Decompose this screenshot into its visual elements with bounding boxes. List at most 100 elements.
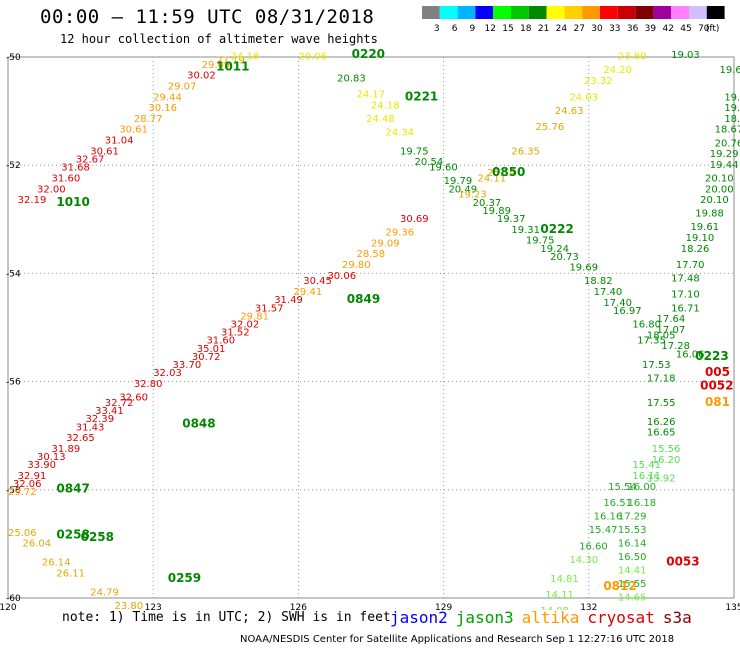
pass-time-label: 0259 [168, 571, 201, 585]
pass-time-label: 0849 [347, 292, 380, 306]
swh-value: 26.11 [56, 568, 85, 579]
swh-value: 15.92 [647, 474, 676, 485]
swh-value: 32.80 [134, 379, 163, 390]
swh-value: 24.11 [477, 173, 506, 184]
swh-value: 16.14 [618, 539, 647, 550]
swh-value: 19.79 [444, 176, 473, 187]
swh-value: 19.66 [719, 65, 740, 76]
altimeter-scatter-plot: 120 123 126 129 132 135 -50 -52 -54 -56 -58 -60 32.1… [0, 47, 740, 610]
pass-time-label: 0220 [352, 47, 385, 61]
swh-value: 33.70 [173, 360, 202, 371]
swh-value: 16.00 [628, 482, 657, 493]
pass-time-label: 0850 [492, 165, 525, 179]
colorbar-swatch [671, 6, 689, 19]
swh-value: 32.00 [37, 184, 66, 195]
colorbar-tick-label: 24 [556, 24, 568, 34]
swh-value: 19.69 [569, 263, 598, 274]
y-tick-label: -50 [6, 53, 21, 63]
swh-value: 31.60 [206, 336, 235, 347]
swh-value: 29.36 [386, 228, 415, 239]
swh-value: 32.19 [18, 195, 47, 206]
swh-value: 19.75 [400, 146, 429, 157]
swh-value: 15.41 [632, 460, 661, 471]
colorbar-swatch [689, 6, 707, 19]
colorbar-swatch [439, 6, 458, 19]
colorbar-tick-label: 12 [484, 24, 495, 34]
pass-time-label: 0053 [666, 555, 699, 569]
satellite-legend-jason2: jason2 [390, 608, 448, 627]
swh-value: 31.89 [52, 444, 81, 455]
swh-value: 17.18 [647, 374, 676, 385]
swh-value: 30.61 [119, 125, 148, 136]
pass-time-label: 0222 [540, 222, 573, 236]
swh-value: 16.16 [594, 512, 623, 523]
swh-value: 30.61 [90, 146, 119, 157]
swh-value: 19.75 [526, 236, 555, 247]
colorbar-swatch [511, 6, 529, 19]
swh-value: 16.51 [603, 498, 632, 509]
swh-value: 19.88 [695, 209, 724, 220]
swh-value: 19.03 [671, 50, 700, 61]
swh-value: 19.37 [497, 214, 526, 225]
swh-value: 19.86 [724, 92, 740, 103]
swh-value: 17.40 [603, 298, 632, 309]
swh-value: 29.09 [371, 238, 400, 249]
swh-value: 14.08 [540, 606, 569, 610]
swh-value: 32.65 [66, 433, 95, 444]
swh-value: 26.04 [23, 539, 52, 550]
swh-value: 16.65 [647, 428, 676, 439]
pass-time-label: 0052 [700, 379, 733, 393]
swh-value: 17.64 [657, 314, 686, 325]
colorbar-swatch [422, 6, 440, 19]
swh-value: 32.60 [119, 393, 148, 404]
satellite-legend: jason2 jason3 altika cryosat s3a [390, 608, 700, 627]
swh-value: 16.71 [671, 303, 700, 314]
colorbar-swatch [564, 6, 583, 19]
swh-value: 31.57 [255, 303, 284, 314]
swh-value: 33.41 [95, 406, 124, 417]
swh-value: 19.31 [511, 225, 540, 236]
swh-value: 20.10 [700, 195, 729, 206]
swh-value: 14.41 [618, 566, 647, 577]
x-tick-label: 126 [290, 603, 307, 610]
satellite-legend-altika: altika [521, 608, 580, 627]
swh-value: 16.80 [632, 320, 661, 331]
swh-value: 17.07 [657, 325, 686, 336]
swh-value: 29.44 [153, 92, 182, 103]
swh-value: 31.52 [221, 328, 250, 339]
colorbar-tick-label: 3 [434, 24, 440, 34]
swh-value: 15.53 [618, 525, 647, 536]
swh-value: 20.54 [415, 157, 444, 168]
swh-value: 30.13 [37, 452, 66, 463]
swh-value: 19.80 [724, 103, 740, 114]
colorbar-tick-label: 45 [680, 24, 691, 34]
colorbar-swatch [457, 6, 476, 19]
swh-value: 17.40 [594, 287, 623, 298]
swh-value: 23.80 [114, 601, 143, 610]
swh-value: 20.00 [705, 184, 734, 195]
pass-time-label: 0848 [182, 417, 215, 431]
colorbar-swatch [582, 6, 600, 19]
colorbar-swatch [493, 6, 511, 19]
colorbar-tick-label: 33 [609, 24, 620, 34]
colorbar-swatch [706, 6, 725, 19]
swh-value: 14.11 [545, 590, 574, 601]
swh-value: 17.35 [637, 336, 666, 347]
swh-value: 17.29 [618, 512, 647, 523]
swh-value: 15.70 [613, 609, 642, 610]
swh-value: 33.90 [27, 460, 56, 471]
swh-value: 20.49 [448, 184, 477, 195]
swh-value: 16.60 [579, 541, 608, 552]
swh-value: 29.09 [202, 60, 231, 71]
swh-value: 18.82 [584, 276, 613, 287]
swh-value: 14.30 [569, 555, 598, 566]
swh-value: 32.03 [153, 368, 182, 379]
swh-value: 16.20 [652, 455, 681, 466]
colorbar-tick-label: 9 [470, 24, 476, 34]
swh-value: 24.79 [90, 587, 119, 598]
swh-value: 17.48 [671, 274, 700, 285]
x-tick-label: 120 [0, 603, 17, 610]
swh-value: 29.41 [294, 287, 323, 298]
swh-value: 26.14 [42, 558, 71, 569]
x-tick-label: 129 [435, 603, 452, 610]
